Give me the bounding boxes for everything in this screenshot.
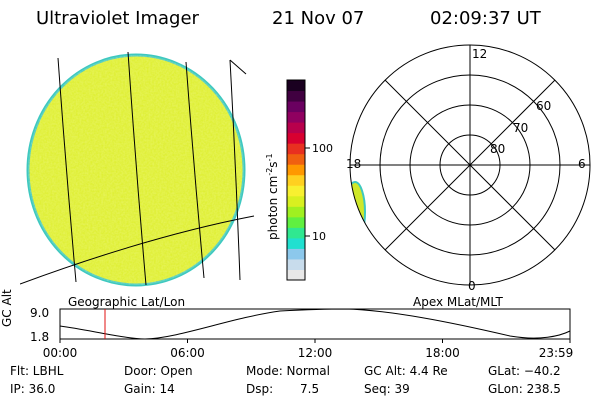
lat-80-label: 80: [490, 142, 505, 156]
colorbar-tick-10: 10: [312, 230, 326, 243]
mlt-6-label: 6: [578, 157, 586, 171]
info-dsp-label: Dsp:: [246, 382, 274, 396]
app-title: Ultraviolet Imager: [36, 8, 199, 29]
time-label: 02:09:37 UT: [430, 8, 541, 29]
info-seq: Seq: 39: [364, 382, 410, 396]
timeline-xtick-label: 12:00: [298, 346, 333, 360]
colorbar-tick-100: 100: [312, 142, 333, 155]
colorbar-swatch: [287, 90, 305, 102]
info-mode: Mode: Normal: [246, 364, 330, 378]
mlt-12-label: 12: [472, 47, 487, 61]
colorbar-swatch: [287, 216, 305, 228]
info-door: Door: Open: [124, 364, 193, 378]
info-flt: Flt: LBHL: [10, 364, 64, 378]
colorbar-swatch: [287, 206, 305, 218]
polar-label: Apex MLat/MLT: [413, 295, 503, 309]
timeline-xtick-label: 00:00: [43, 346, 78, 360]
info-dsp-value: 7.5: [300, 382, 320, 396]
info-gc-alt: GC Alt: 4.4 Re: [364, 364, 448, 378]
timeline-ytick-top: 9.0: [30, 306, 49, 320]
colorbar-swatch: [287, 111, 305, 123]
colorbar-swatch: [287, 101, 305, 113]
colorbar-swatch: [287, 185, 305, 197]
colorbar-swatch: [287, 122, 305, 134]
info-glon: GLon: 238.5: [488, 382, 561, 396]
colorbar-swatch: [287, 132, 305, 144]
timeline-ytick-bottom: 1.8: [30, 330, 49, 344]
colorbar-swatch: [287, 143, 305, 155]
timeline-xtick-label: 23:59: [539, 346, 574, 360]
info-ip: IP: 36.0: [10, 382, 56, 396]
geographic-label: Geographic Lat/Lon: [68, 295, 186, 309]
lat-lon-grid: [20, 51, 255, 286]
earth-disk: [26, 53, 246, 287]
colorbar-swatch: [287, 80, 305, 92]
info-glat: GLat: −40.2: [488, 364, 561, 378]
colorbar-swatch: [287, 195, 305, 207]
colorbar-swatch: [287, 269, 305, 281]
colorbar-swatch: [287, 174, 305, 186]
timeline-xtick-label: 06:00: [170, 346, 205, 360]
info-gain: Gain: 14: [124, 382, 175, 396]
colorbar-swatch: [287, 237, 305, 249]
colorbar-unit-label: photon cm-2s-1: [265, 153, 280, 240]
colorbar-swatch: [287, 227, 305, 239]
mlt-0-label: 0: [468, 279, 476, 293]
lat-60-label: 60: [536, 99, 551, 113]
colorbar-swatch: [287, 164, 305, 176]
timeline-ylabel: GC Alt: [0, 289, 14, 327]
altitude-curve: [59, 308, 571, 340]
colorbar-swatch: [287, 258, 305, 270]
lat-70-label: 70: [513, 121, 528, 135]
colorbar-swatch: [287, 153, 305, 165]
aurora-blob: [350, 181, 366, 243]
mlt-18-label: 18: [346, 157, 361, 171]
date-label: 21 Nov 07: [272, 8, 365, 29]
timeline-xtick-label: 18:00: [425, 346, 460, 360]
colorbar-swatch: [287, 248, 305, 260]
